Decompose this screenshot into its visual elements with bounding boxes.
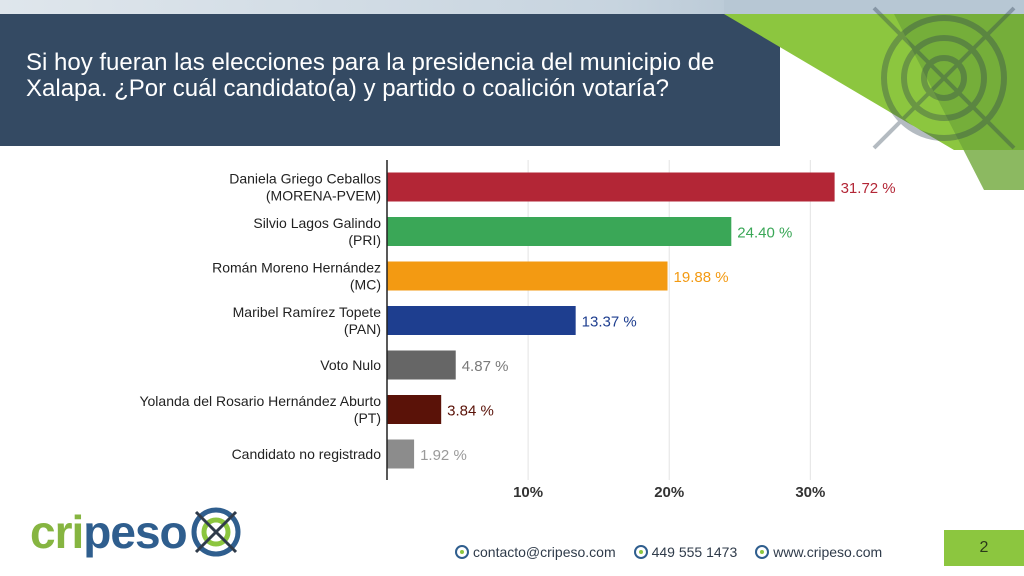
value-label: 1.92 % <box>420 447 467 464</box>
decorative-corner <box>724 0 1024 190</box>
category-label: Silvio Lagos Galindo (PRI) <box>253 215 381 248</box>
category-label: Yolanda del Rosario Hernández Aburto (PT) <box>139 393 381 426</box>
value-label: 19.88 % <box>674 269 729 286</box>
value-label: 31.72 % <box>841 180 896 197</box>
bar-chart: Daniela Griego Ceballos (MORENA-PVEM) Silv… <box>139 160 896 501</box>
value-labels: 31.72 % 24.40 % 19.88 % 13.37 % 4.87 % 3.84 %… <box>420 180 896 464</box>
cripeso-logo: cripeso <box>30 500 241 564</box>
category-label: Daniela Griego Ceballos (MORENA-PVEM) <box>229 171 381 204</box>
bars <box>387 172 835 469</box>
bar <box>387 395 442 424</box>
target-bullet-icon <box>755 545 770 559</box>
value-label: 24.40 % <box>737 225 792 242</box>
footer-contacts: contacto@cripeso.com 449 555 1473 www.cr… <box>455 540 935 564</box>
bar <box>387 217 732 246</box>
x-tick-label: 20% <box>654 484 684 501</box>
bar <box>387 261 668 291</box>
footer-phone[interactable]: 449 555 1473 <box>633 544 737 560</box>
category-label: Maribel Ramírez Topete (PAN) <box>233 304 382 337</box>
target-bullet-icon <box>633 545 648 559</box>
category-labels: Daniela Griego Ceballos (MORENA-PVEM) Silv… <box>139 171 381 463</box>
target-watermark-icon <box>872 6 1016 150</box>
page-title: Si hoy fueran las elecciones para la pre… <box>26 49 715 103</box>
x-tick-label: 30% <box>795 484 825 501</box>
value-label: 3.84 % <box>447 403 494 420</box>
value-label: 4.87 % <box>462 358 509 375</box>
target-bullet-icon <box>455 545 469 559</box>
category-label: Voto Nulo <box>320 357 381 373</box>
footer-email[interactable]: contacto@cripeso.com <box>455 544 616 560</box>
category-label: Candidato no registrado <box>232 446 382 462</box>
title-band: Si hoy fueran las elecciones para la pre… <box>0 14 780 146</box>
footer-website[interactable]: www.cripeso.com <box>755 544 882 560</box>
bar <box>387 306 576 335</box>
bar <box>387 172 835 202</box>
target-logo-icon <box>191 507 241 557</box>
category-label: Román Moreno Hernández (MC) <box>212 260 381 293</box>
bar <box>387 439 415 469</box>
value-label: 13.37 % <box>582 314 637 331</box>
bar <box>387 350 456 380</box>
x-tick-label: 10% <box>513 484 543 501</box>
logo-wordmark: cripeso <box>30 506 188 558</box>
page-number: 2 <box>944 530 1024 566</box>
x-tick-labels: 10% 20% 30% <box>513 484 825 501</box>
